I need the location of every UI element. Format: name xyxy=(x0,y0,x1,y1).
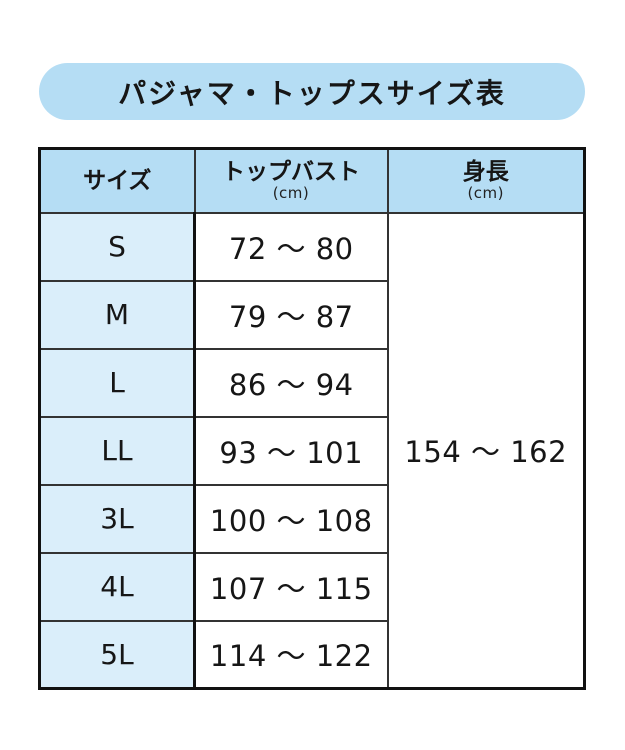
header-height-unit: (cm) xyxy=(467,184,505,203)
size-cell: 3L xyxy=(38,483,196,554)
title-pill: パジャマ・トップスサイズ表 xyxy=(39,63,585,120)
table-body: S 72 〜 80 154 〜 162 M 79 〜 87 L 86 〜 94 … xyxy=(38,211,586,690)
size-cell: L xyxy=(38,347,196,418)
bust-cell: 114 〜 122 xyxy=(193,619,389,690)
table-row: 3L 100 〜 108 xyxy=(38,483,585,554)
header-bust-unit: (cm) xyxy=(272,184,310,203)
page-title: パジャマ・トップスサイズ表 xyxy=(118,76,506,110)
header-size: サイズ xyxy=(38,147,196,214)
table-row: LL 93 〜 101 xyxy=(38,415,585,486)
bust-cell: 86 〜 94 xyxy=(193,347,389,418)
height-cell: 154 〜 162 xyxy=(386,211,586,690)
size-cell: 5L xyxy=(38,619,196,690)
table-header: サイズ トップバスト (cm) 身長 (cm) xyxy=(38,147,586,214)
header-bust: トップバスト (cm) xyxy=(193,147,389,214)
size-cell: M xyxy=(38,279,196,350)
header-row: サイズ トップバスト (cm) 身長 (cm) xyxy=(38,147,586,214)
bust-cell: 93 〜 101 xyxy=(193,415,389,486)
bust-cell: 79 〜 87 xyxy=(193,279,389,350)
bust-cell: 72 〜 80 xyxy=(193,211,389,282)
size-table: サイズ トップバスト (cm) 身長 (cm) xyxy=(38,147,586,690)
table-row: 5L 114 〜 122 xyxy=(38,619,585,690)
bust-cell: 107 〜 115 xyxy=(193,551,389,622)
table-row: S 72 〜 80 154 〜 162 xyxy=(38,211,586,690)
table-row: 4L 107 〜 115 xyxy=(38,551,585,622)
header-height: 身長 (cm) xyxy=(386,147,586,214)
size-cell: 4L xyxy=(38,551,196,622)
size-cell: S xyxy=(38,211,196,282)
header-height-label: 身長 xyxy=(462,158,509,185)
table-row: L 86 〜 94 xyxy=(38,347,585,418)
header-size-label: サイズ xyxy=(83,167,152,194)
header-bust-label: トップバスト xyxy=(222,158,360,185)
size-cell: LL xyxy=(38,415,196,486)
bust-cell: 100 〜 108 xyxy=(193,483,389,554)
table-row: M 79 〜 87 xyxy=(38,279,585,350)
